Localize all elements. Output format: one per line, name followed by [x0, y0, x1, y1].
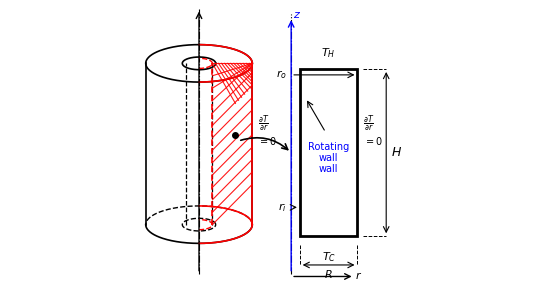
Text: $R$: $R$ [324, 268, 333, 280]
Text: $\frac{\partial T}{\partial r}$: $\frac{\partial T}{\partial r}$ [258, 113, 269, 134]
Text: $T_C$: $T_C$ [321, 251, 335, 264]
Bar [300, 69, 357, 236]
Text: $r_i$: $r_i$ [278, 201, 287, 214]
Text: Rotating
wall: Rotating wall [308, 142, 349, 164]
Text: $T_H$: $T_H$ [321, 47, 336, 60]
Text: $= 0$: $= 0$ [364, 135, 383, 147]
Text: $= 0$: $= 0$ [259, 135, 278, 147]
Text: $z$: $z$ [293, 10, 301, 20]
Text: wall: wall [319, 164, 338, 174]
Text: $\frac{\partial T}{\partial r}$: $\frac{\partial T}{\partial r}$ [363, 113, 375, 134]
Text: $r_o$: $r_o$ [276, 69, 287, 81]
Text: $r$: $r$ [354, 270, 362, 281]
Text: $H$: $H$ [391, 146, 402, 159]
